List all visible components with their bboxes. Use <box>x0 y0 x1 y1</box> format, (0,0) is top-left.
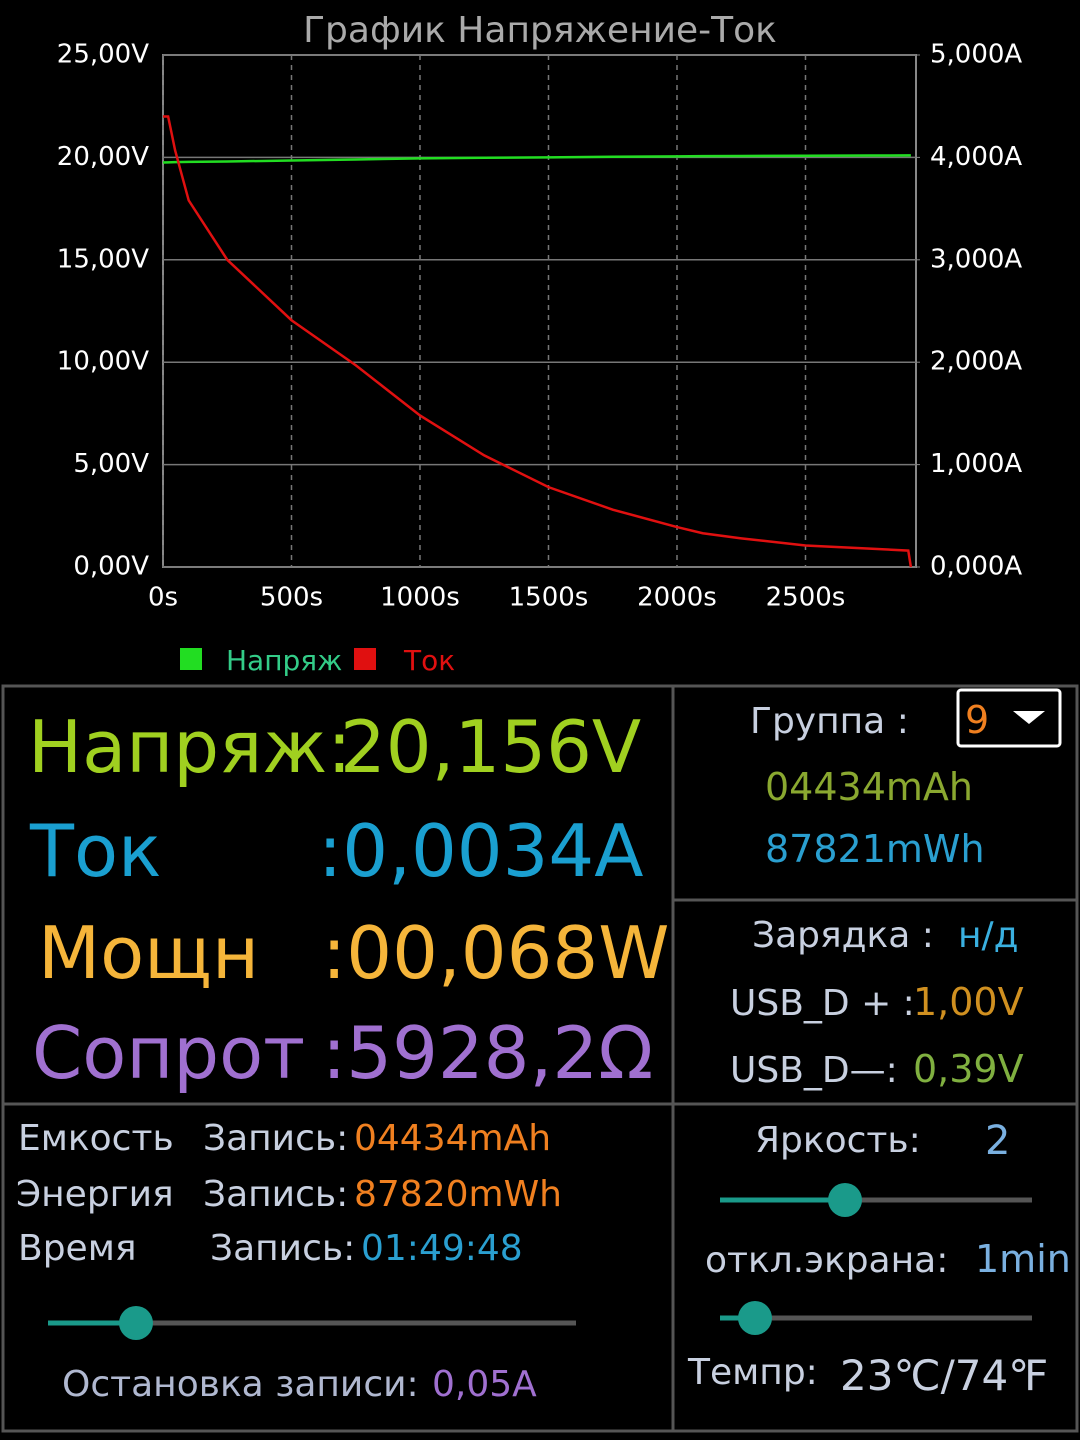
charging-label: Зарядка : <box>752 915 934 956</box>
reading-label: Сопрот <box>32 1011 305 1095</box>
charging-value: н/д <box>958 915 1019 956</box>
screen-off-slider[interactable] <box>720 1301 1032 1335</box>
y2-tick-label: 5,000A <box>930 40 1022 70</box>
y2-tick-label: 4,000A <box>930 142 1022 172</box>
x-tick-label: 500s <box>260 583 323 613</box>
stop-slider[interactable] <box>48 1306 576 1340</box>
series-line <box>163 115 913 568</box>
y-tick-label: 20,00V <box>57 142 149 172</box>
x-tick-label: 0s <box>148 583 178 613</box>
chart: 0,00V 5,00V 10,00V 15,00V 20,00V 25,00V 0,000A… <box>57 40 1023 613</box>
stop-value: 0,05A <box>432 1364 537 1405</box>
y2-tick-label: 0,000A <box>930 552 1022 582</box>
y-tick-label: 25,00V <box>57 40 149 70</box>
group-dropdown[interactable] <box>956 688 1062 748</box>
x-tick-label: 2000s <box>637 583 717 613</box>
record-label: Запись: <box>203 1174 348 1215</box>
record-label: Запись: <box>210 1228 355 1269</box>
temp-value: 23℃/74℉ <box>840 1351 1048 1400</box>
dminus-label: USB_D—: <box>730 1050 898 1091</box>
reading-value: 20,156V <box>340 705 641 789</box>
legend-label: Ток <box>403 644 455 677</box>
dminus-value: 0,39V <box>913 1047 1024 1091</box>
y-tick-label: 15,00V <box>57 244 149 274</box>
x-tick-label: 1500s <box>509 583 589 613</box>
record-value: 04434mAh <box>354 1118 551 1159</box>
reading-value: :00,068W <box>322 911 669 995</box>
screen-off-label: откл.экрана: <box>705 1240 948 1281</box>
dropdown-arrow <box>1013 711 1045 724</box>
x-tick-label: 1000s <box>380 583 460 613</box>
reading-value: :5928,2Ω <box>322 1011 653 1095</box>
reading-value: :0,0034A <box>318 809 643 893</box>
screen-off-value: 1min <box>975 1237 1071 1281</box>
reading-label: Мощн <box>38 911 259 995</box>
record-name: Емкость <box>18 1118 174 1159</box>
group-value: 9 <box>965 698 989 742</box>
record-value: 01:49:48 <box>361 1228 523 1269</box>
series-line <box>162 154 911 164</box>
panel-borders <box>1 684 1079 1433</box>
stop-label: Остановка записи: <box>62 1364 419 1405</box>
record-label: Запись: <box>203 1118 348 1159</box>
y-tick-label: 10,00V <box>57 347 149 377</box>
brightness-value: 2 <box>985 1118 1010 1164</box>
y2-tick-label: 2,000A <box>930 347 1022 377</box>
chart-title: График Напряжение-Ток <box>303 10 777 51</box>
dplus-label: USB_D + : <box>730 983 915 1024</box>
brightness-label: Яркость: <box>755 1120 921 1161</box>
group-label: Группа : <box>750 701 909 742</box>
y-tick-label: 5,00V <box>73 449 149 479</box>
brightness-slider[interactable] <box>720 1183 1032 1217</box>
y2-tick-label: 1,000A <box>930 449 1022 479</box>
reading-label: Ток <box>29 809 162 893</box>
group-capacity: 04434mAh <box>765 765 973 809</box>
record-name: Энергия <box>16 1174 174 1215</box>
group-energy: 87821mWh <box>765 827 985 871</box>
y2-tick-label: 3,000A <box>930 244 1022 274</box>
legend-label: Напряж <box>226 644 342 677</box>
dplus-value: 1,00V <box>913 980 1024 1024</box>
temp-label: Темпр: <box>687 1352 818 1393</box>
record-name: Время <box>18 1228 137 1269</box>
x-tick-label: 2500s <box>766 583 846 613</box>
y-tick-label: 0,00V <box>73 552 149 582</box>
reading-label: Напряж: <box>28 705 351 789</box>
legend-swatch <box>354 648 376 670</box>
record-value: 87820mWh <box>354 1174 562 1215</box>
legend-swatch <box>180 648 202 670</box>
